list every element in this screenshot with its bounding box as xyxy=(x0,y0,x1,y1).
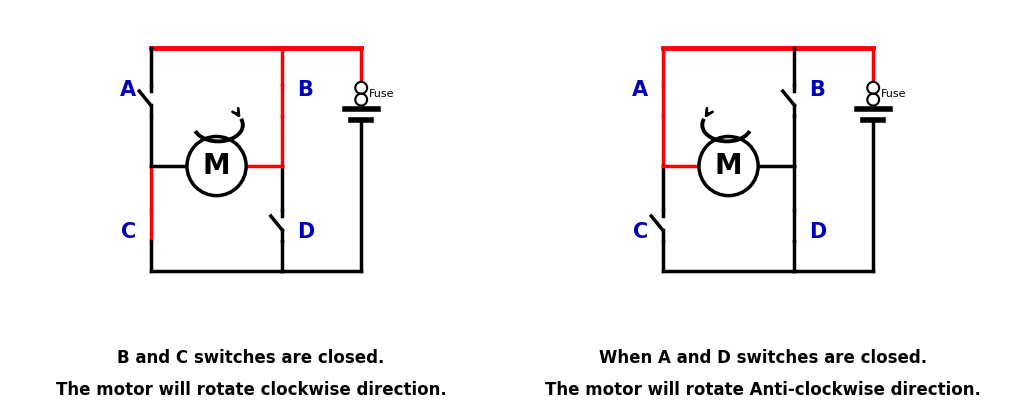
Circle shape xyxy=(699,136,758,196)
Circle shape xyxy=(187,136,246,196)
Text: B: B xyxy=(809,81,825,100)
Text: The motor will rotate Anti-clockwise direction.: The motor will rotate Anti-clockwise dir… xyxy=(545,381,981,399)
Text: A: A xyxy=(632,81,648,100)
Text: D: D xyxy=(297,222,314,242)
Text: A: A xyxy=(120,81,136,100)
Text: C: C xyxy=(633,222,648,242)
Text: M: M xyxy=(715,152,742,180)
Text: M: M xyxy=(203,152,230,180)
Text: Fuse: Fuse xyxy=(881,89,906,99)
Text: The motor will rotate clockwise direction.: The motor will rotate clockwise directio… xyxy=(55,381,446,399)
Text: When A and D switches are closed.: When A and D switches are closed. xyxy=(599,349,927,367)
Text: C: C xyxy=(121,222,136,242)
Text: D: D xyxy=(809,222,826,242)
Text: B and C switches are closed.: B and C switches are closed. xyxy=(117,349,385,367)
Text: B: B xyxy=(297,81,313,100)
Text: Fuse: Fuse xyxy=(369,89,394,99)
